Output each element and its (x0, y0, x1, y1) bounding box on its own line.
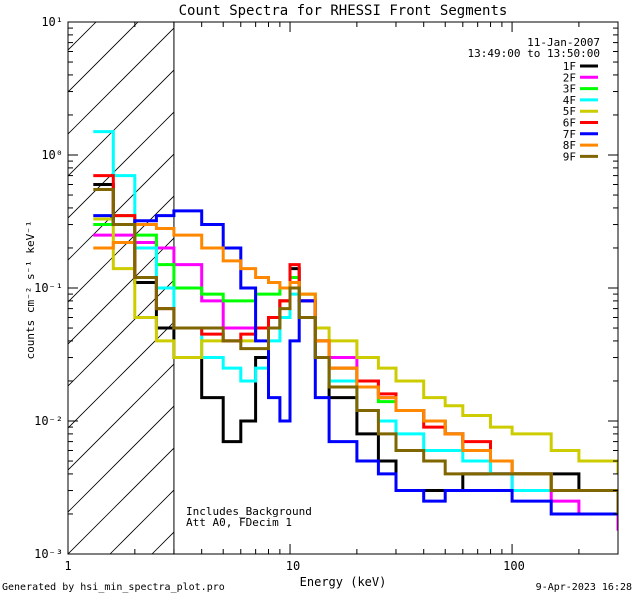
hatch-line (68, 237, 174, 345)
time-range-label: 13:49:00 to 13:50:00 (468, 47, 600, 60)
series-line-5F (93, 217, 618, 474)
legend-label-3F: 3F (563, 83, 576, 96)
note-attenuator: Att A0, FDecim 1 (186, 516, 292, 529)
legend-label-9F: 9F (563, 150, 576, 163)
hatch-line (530, 0, 640, 554)
y-tick-label-4: 10¹ (41, 15, 63, 29)
legend-label-1F: 1F (563, 60, 576, 73)
series-group (93, 130, 618, 531)
legend-label-5F: 5F (563, 105, 576, 118)
y-tick-label-2: 10⁻¹ (34, 281, 63, 295)
hatch-line (68, 447, 174, 554)
y-tick-label-1: 10⁻² (34, 414, 63, 428)
hatch-line (109, 489, 174, 554)
series-line-8F (93, 223, 618, 514)
series-line-9F (93, 188, 618, 514)
hatch-line (0, 0, 142, 554)
hatch-line (68, 195, 174, 303)
hatch-line (320, 0, 640, 554)
hatch-line (278, 0, 640, 554)
footer-timestamp: 9-Apr-2023 16:28 (535, 582, 632, 593)
y-tick-label-3: 10⁰ (41, 148, 63, 162)
hatch-line (68, 405, 174, 513)
hatch-line (446, 0, 640, 554)
hatch-line (0, 0, 100, 554)
footer-generated-by: Generated by hsi_min_spectra_plot.pro (2, 582, 225, 593)
x-axis-label: Energy (keV) (300, 575, 387, 589)
hatch-line (68, 321, 174, 429)
legend-label-6F: 6F (563, 117, 576, 130)
hatched-region (0, 0, 640, 554)
legend-label-4F: 4F (563, 94, 576, 107)
hatch-line (572, 0, 640, 554)
date-label: 11-Jan-2007 (527, 36, 600, 49)
series-line-7F (93, 209, 618, 516)
axis-ticks (67, 21, 619, 555)
hatch-line (68, 27, 174, 135)
x-tick-label-10: 10 (286, 559, 300, 573)
legend-label-7F: 7F (563, 128, 576, 141)
y-tick-label-0: 10⁻³ (34, 547, 63, 561)
x-tick-label-100: 100 (503, 559, 525, 573)
hatch-line (404, 0, 640, 554)
hatch-line (68, 153, 174, 261)
note-background: Includes_Background (186, 505, 312, 518)
legend-label-8F: 8F (563, 139, 576, 152)
hatch-line (362, 0, 640, 554)
hatch-line (68, 363, 174, 471)
legend-label-2F: 2F (563, 71, 576, 84)
hatch-line (68, 22, 139, 93)
y-axis-label: counts cm⁻² s⁻¹ keV⁻¹ (24, 220, 37, 359)
x-tick-label-1: 1 (64, 559, 71, 573)
chart-title: Count Spectra for RHESSI Front Segments (179, 3, 508, 19)
hatch-line (68, 22, 97, 51)
